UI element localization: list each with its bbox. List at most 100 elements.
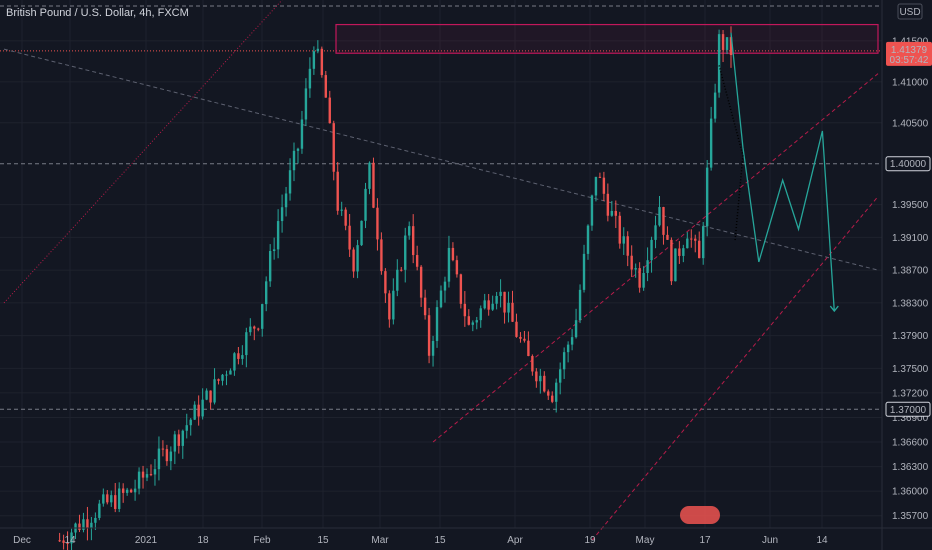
time-tick-label: 15 (317, 535, 329, 546)
forecast-path (718, 32, 839, 313)
candle-body (348, 225, 351, 250)
candle-body (590, 195, 594, 226)
candle-body (455, 260, 459, 275)
time-axis[interactable]: Dec 14 2021 18 Feb 15 Mar 15 Apr 19 May 17 Jun 14 (0, 527, 932, 546)
candle-body (562, 352, 566, 370)
candle-body (638, 268, 641, 288)
candle-body (217, 379, 220, 381)
candle-body (495, 295, 498, 304)
candle-body (551, 395, 554, 402)
candle-body (376, 207, 379, 240)
candle-body (106, 494, 109, 503)
candle-body (690, 238, 693, 240)
resistance-zone-rect (335, 23, 879, 54)
candle-body (213, 379, 216, 403)
candle-body (503, 291, 506, 313)
candle-body (94, 517, 97, 523)
candle-body (332, 123, 335, 172)
candle-body (221, 374, 224, 381)
price-tick-label: 1.37900 (892, 331, 929, 342)
candle-body (197, 404, 200, 417)
candle-body (133, 488, 137, 493)
candle-body (507, 302, 510, 313)
candle-body (241, 355, 244, 359)
candle-body (78, 523, 81, 530)
candle-body (102, 494, 105, 504)
candle-body (709, 118, 713, 168)
candle-body (729, 37, 733, 56)
candle-body (543, 375, 546, 392)
candle-body (98, 503, 101, 518)
candle-body (411, 226, 415, 256)
candle-body (364, 188, 367, 221)
candle-body (515, 321, 518, 337)
current-price-value: 1.41379 (891, 45, 928, 56)
candle-body (467, 316, 471, 325)
candle-body (396, 269, 399, 291)
candle-body (459, 274, 463, 304)
candle-body (602, 177, 606, 194)
trendline-upper (3, 48, 879, 271)
price-tick-label: 1.39500 (892, 200, 929, 211)
candle-body (265, 281, 268, 305)
candle-body (388, 293, 391, 320)
candle-body (535, 371, 538, 382)
candle-body (114, 495, 117, 509)
candle-body (618, 215, 621, 244)
candle-body (292, 150, 296, 171)
candle-body (630, 255, 633, 270)
candle-body (320, 48, 324, 76)
candle-body (523, 338, 526, 341)
price-tick-label: 1.36000 (892, 487, 929, 498)
candle-body (276, 221, 280, 250)
current-price-countdown: 03:57:42 (890, 55, 929, 66)
time-tick-label: Jun (762, 535, 778, 546)
candle-body (463, 303, 467, 317)
candle-body (141, 471, 145, 478)
candle-body (110, 495, 113, 503)
candle-body (280, 207, 284, 222)
candle-body (137, 471, 141, 489)
candle-body (555, 382, 558, 402)
candle-body (181, 430, 184, 446)
candle-body (328, 97, 331, 124)
candle-body (475, 320, 478, 323)
time-tick-label: 14 (64, 535, 76, 546)
candle-body (340, 209, 343, 211)
candle-body (145, 474, 149, 478)
candle-body (511, 302, 514, 322)
candle-body (574, 320, 578, 338)
candle-body (165, 449, 169, 462)
candle-body (491, 303, 494, 310)
candle-body (702, 226, 705, 259)
candle-body (483, 300, 486, 309)
time-tick-label: Mar (371, 535, 389, 546)
candle-body (149, 474, 153, 476)
candle-body (66, 542, 69, 544)
candle-body (90, 522, 93, 528)
price-tick-label: 1.35700 (892, 511, 929, 522)
candle-body (209, 390, 212, 403)
trendline-channel-1 (432, 73, 879, 443)
candle-body (82, 519, 85, 530)
candle-body (129, 489, 133, 493)
level-price-label: 1.40000 (890, 159, 927, 170)
candle-body (658, 207, 661, 226)
candle-body (384, 271, 387, 294)
time-tick-label: 2021 (135, 535, 158, 546)
level-price-label: 1.37000 (890, 405, 927, 416)
candle-body (447, 247, 451, 282)
candle-body (634, 268, 637, 270)
candle-body (725, 37, 729, 50)
currency-badge[interactable]: USD (897, 3, 923, 20)
candle-body (713, 92, 717, 119)
price-axis[interactable]: 1.415001.410001.405001.395001.391001.387… (881, 0, 932, 550)
candle-body (288, 170, 292, 194)
candle-body (531, 356, 534, 372)
candle-body (70, 532, 73, 544)
candle-body (173, 434, 177, 452)
candle-body (324, 75, 327, 98)
candle-body (586, 225, 590, 254)
